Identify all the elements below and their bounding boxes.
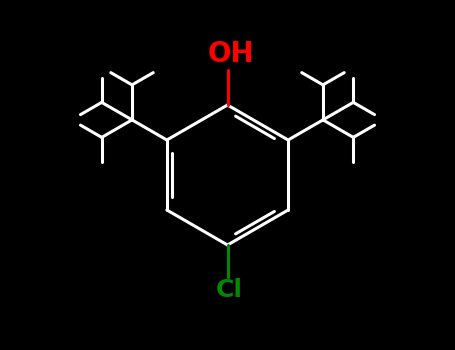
Text: OH: OH: [207, 40, 254, 68]
Text: Cl: Cl: [216, 278, 243, 302]
